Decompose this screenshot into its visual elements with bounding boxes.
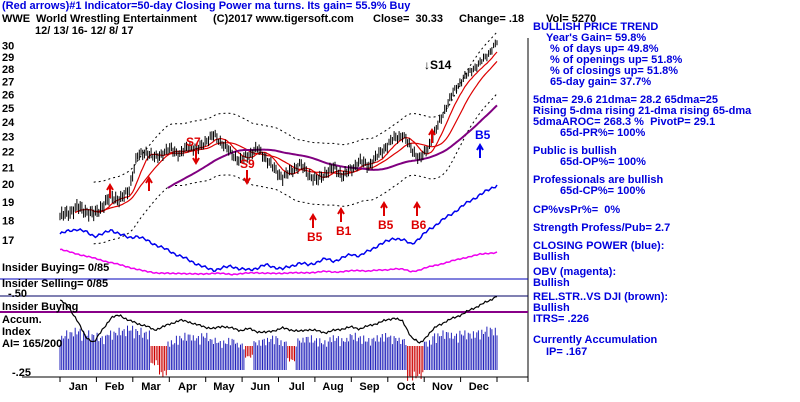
stat-openings-up: % of openings up= 51.8% <box>550 54 683 66</box>
down-arrow <box>192 150 200 165</box>
minus-25-label: -.25 <box>12 367 31 379</box>
stat-cp-vs-pr: CP%vsPr%= 0% <box>533 204 621 216</box>
y-axis-tick: 27 <box>2 77 14 89</box>
envelope-upper <box>93 31 498 183</box>
up-arrow <box>413 201 421 216</box>
rel-strength-line <box>59 296 498 344</box>
x-axis-month: Jan <box>69 381 88 393</box>
x-axis-month: Mar <box>141 381 161 393</box>
envelope-lower <box>93 93 498 245</box>
stat-dma-values: 5dma= 29.6 21dma= 28.2 65dma=25 <box>533 94 718 106</box>
x-axis-month: Sep <box>359 381 379 393</box>
up-arrow <box>380 201 388 216</box>
stat-strength-ratio: Strength Profess/Pub= 2.7 <box>533 222 671 234</box>
signal-label: S7 <box>186 135 201 149</box>
signal-label: B5 <box>307 230 323 244</box>
y-axis-tick: 19 <box>2 197 14 209</box>
ma65-line <box>167 104 498 189</box>
accum-label: Accum. <box>2 314 42 326</box>
stat-public-bullish: Public is bullish <box>533 145 617 157</box>
obv-status: Bullish <box>533 277 570 289</box>
closing-power-status: Bullish <box>533 251 570 263</box>
obv-heading: OBV (magenta): <box>533 266 617 278</box>
currently-accumulation: Currently Accumulation <box>533 334 658 346</box>
stat-professionals-bullish: Professionals are bullish <box>533 174 664 186</box>
x-axis-month: Nov <box>432 381 454 393</box>
stat-bullish-price-trend: BULLISH PRICE TREND <box>533 21 659 33</box>
relstr-heading: REL.STR..VS DJI (brown): <box>533 291 669 303</box>
itrs-value: ITRS= .226 <box>533 313 589 325</box>
y-axis-tick: 21 <box>2 163 14 175</box>
index-label: Index <box>2 326 31 338</box>
y-axis-tick: 17 <box>2 235 14 247</box>
stat-aroc-pivot: 5dmaAROC= 268.3 % PivotP= 29.1 <box>533 116 716 128</box>
stat-rising-dmas: Rising 5-dma rising 21-dma rising 65-dma <box>533 105 752 117</box>
up-arrow <box>428 128 436 143</box>
indicator-header-line: (Red arrows)#1 Indicator=50-day Closing … <box>2 0 411 12</box>
x-axis-month: Feb <box>105 381 125 393</box>
y-axis-tick: 20 <box>2 179 14 191</box>
stat-65day-gain: 65-day gain= 37.7% <box>550 76 652 88</box>
close-value: Close= 30.33 <box>373 13 444 25</box>
change-value: Change= .18 <box>459 13 525 25</box>
accum-bars-negative <box>150 346 424 381</box>
stat-65d-op: 65d-OP%= 100% <box>560 156 646 168</box>
stat-65d-cp: 65d-CP%= 100% <box>560 185 646 197</box>
ma21-line <box>93 60 498 213</box>
stat-65d-pr: 65d-PR%= 100% <box>560 127 646 139</box>
closing-power-heading: CLOSING POWER (blue): <box>533 240 665 252</box>
closing-power-line <box>59 184 498 272</box>
y-axis-tick: 23 <box>2 132 14 144</box>
x-axis-month: May <box>213 381 235 393</box>
signal-label: B5 <box>475 128 491 142</box>
up-arrow <box>476 143 484 158</box>
signal-label: B6 <box>411 218 427 232</box>
obv-line <box>59 248 498 276</box>
accum-bars-positive <box>59 325 498 370</box>
up-arrow <box>145 176 153 191</box>
signal-label: B1 <box>336 224 352 238</box>
up-arrow <box>309 213 317 228</box>
ip-value: IP= .167 <box>546 346 588 358</box>
up-arrow <box>106 183 114 198</box>
signal-label: S9 <box>240 157 255 171</box>
ticker-symbol: WWE <box>2 13 31 25</box>
signal-label: ↓S14 <box>424 58 452 72</box>
date-range: 12/ 13/ 16- 12/ 8/ 17 <box>35 25 134 37</box>
minus-50-label: -.50 <box>8 288 27 300</box>
copyright-label: (C)2017 www.tigersoft.com <box>213 13 354 25</box>
down-arrow <box>243 170 251 185</box>
y-axis-tick: 26 <box>2 90 14 102</box>
x-axis-month: Aug <box>322 381 343 393</box>
x-axis-month: Apr <box>178 381 198 393</box>
y-axis-tick: 28 <box>2 64 14 76</box>
x-axis-month: Dec <box>469 381 489 393</box>
insider-selling-label: Insider Selling= 0/85 <box>2 278 109 290</box>
volume-value: Vol= 5270 <box>546 13 597 25</box>
stat-closings-up: % of closings up= 51.8% <box>550 65 679 77</box>
y-axis-tick: 29 <box>2 52 14 64</box>
insider-buying-2-label: Insider Buying <box>2 301 79 313</box>
y-axis-tick: 22 <box>2 147 14 159</box>
x-axis-month: Jul <box>289 381 305 393</box>
up-arrow <box>337 207 345 222</box>
y-axis-tick: 24 <box>2 117 15 129</box>
price-bars <box>59 39 498 222</box>
x-axis-month: Jun <box>251 381 271 393</box>
relstr-status: Bullish <box>533 302 570 314</box>
stat-years-gain: Year's Gain= 59.8% <box>546 32 647 44</box>
x-axis-month: Oct <box>397 381 416 393</box>
y-axis-tick: 30 <box>2 41 14 53</box>
y-axis-tick: 25 <box>2 103 14 115</box>
signal-label: B5 <box>378 218 394 232</box>
company-name: World Wrestling Entertainment <box>36 13 197 25</box>
ai-value-label: AI= 165/200 <box>2 338 63 350</box>
y-axis-tick: 18 <box>2 215 14 227</box>
stat-days-up: % of days up= 49.8% <box>550 43 659 55</box>
insider-buying-label: Insider Buying= 0/85 <box>2 262 110 274</box>
